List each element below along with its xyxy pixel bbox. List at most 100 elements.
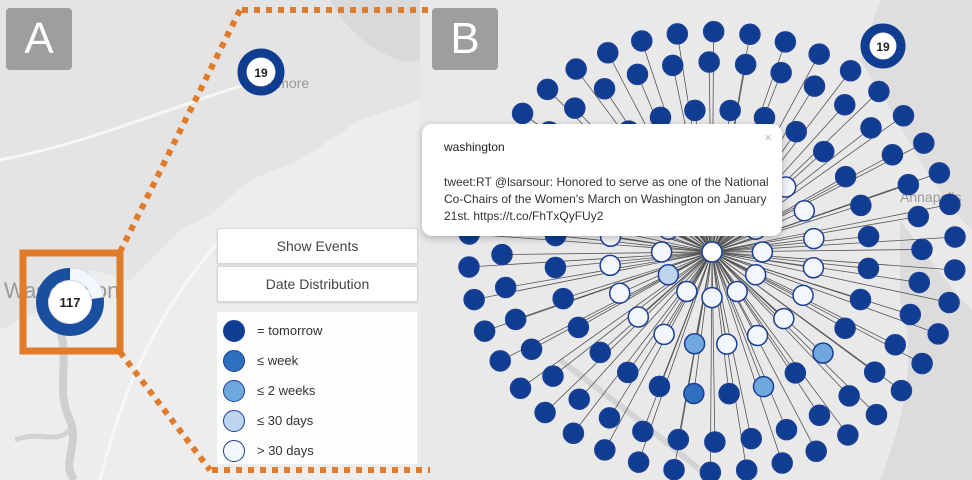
event-node[interactable] [752,375,775,398]
event-node[interactable] [857,225,880,248]
event-node[interactable] [857,257,880,280]
event-node[interactable] [504,308,527,331]
event-node[interactable] [718,382,740,405]
event-node[interactable] [719,99,741,122]
event-node[interactable] [463,288,485,311]
event-node[interactable] [597,42,619,64]
event-node[interactable] [567,316,590,339]
event-node[interactable] [839,59,862,82]
event-node[interactable] [892,105,915,127]
event-node[interactable] [594,439,616,461]
close-icon[interactable]: × [764,130,772,145]
event-node[interactable] [771,452,793,474]
event-node[interactable] [881,144,904,166]
event-node[interactable] [808,43,830,65]
event-node[interactable] [650,241,673,263]
event-node[interactable] [793,200,816,222]
event-node[interactable] [562,422,585,445]
event-node[interactable] [849,288,872,311]
event-node[interactable] [489,350,511,372]
event-node[interactable] [542,365,564,387]
event-node[interactable] [653,323,675,346]
event-node[interactable] [913,132,935,154]
event-node[interactable] [739,23,761,46]
event-node[interactable] [803,227,825,250]
event-node[interactable] [699,461,722,480]
event-node[interactable] [897,173,920,196]
event-node[interactable] [627,451,650,473]
event-node[interactable] [908,271,931,294]
event-node[interactable] [552,287,574,310]
event-node[interactable] [599,254,621,277]
event-node[interactable] [701,286,723,309]
event-node[interactable] [509,377,532,399]
event-node[interactable] [494,276,517,299]
event-node[interactable] [608,282,631,304]
event-node[interactable] [617,361,639,384]
event-node[interactable] [770,61,792,84]
event-node[interactable] [863,361,886,383]
event-node[interactable] [868,80,890,103]
event-node[interactable] [683,382,705,405]
event-node[interactable] [702,20,725,43]
event-node[interactable] [648,375,671,398]
event-node[interactable] [890,379,913,402]
event-node[interactable] [865,403,888,426]
event-node[interactable] [803,75,826,97]
event-node[interactable] [667,428,690,451]
event-node[interactable] [837,424,859,446]
date-distribution-button[interactable]: Date Distribution [217,266,418,302]
event-node[interactable] [704,431,726,453]
cluster-baltimore-b[interactable]: 19 [860,23,906,69]
event-node[interactable] [626,63,649,86]
event-node[interactable] [698,51,720,73]
event-node[interactable] [661,54,684,77]
event-node[interactable] [491,243,513,266]
event-node[interactable] [938,291,960,314]
event-node[interactable] [944,226,966,248]
event-node[interactable] [899,303,922,326]
event-node[interactable] [534,401,556,424]
event-node[interactable] [838,385,860,407]
network-hub-node[interactable] [701,241,723,263]
event-node[interactable] [565,58,587,80]
event-node[interactable] [808,404,831,426]
event-node[interactable] [734,53,757,76]
cluster-baltimore[interactable]: 19 [237,48,285,96]
event-node[interactable] [850,194,872,217]
event-node[interactable] [520,338,543,360]
event-node[interactable] [568,388,590,410]
event-node[interactable] [458,256,480,278]
event-node[interactable] [812,342,834,364]
event-node[interactable] [657,264,680,286]
event-node[interactable] [631,30,653,52]
event-node[interactable] [792,284,814,307]
event-node[interactable] [834,94,856,116]
event-node[interactable] [860,117,882,139]
event-node[interactable] [511,102,534,125]
event-node[interactable] [473,320,496,342]
event-node[interactable] [784,362,807,384]
event-node[interactable] [593,78,616,100]
event-node[interactable] [927,323,949,345]
event-node[interactable] [884,334,907,356]
event-node[interactable] [812,140,835,163]
event-node[interactable] [726,280,748,303]
event-node[interactable] [744,264,767,286]
event-node[interactable] [663,458,685,480]
event-node[interactable] [911,352,933,375]
event-node[interactable] [773,307,795,330]
event-node[interactable] [805,440,827,462]
event-node[interactable] [834,317,856,339]
event-node[interactable] [802,257,825,279]
show-events-button[interactable]: Show Events [217,228,418,264]
event-node[interactable] [751,241,774,263]
event-node[interactable] [939,193,961,216]
event-node[interactable] [684,99,706,122]
event-node[interactable] [907,205,930,228]
event-node[interactable] [928,162,951,184]
event-node[interactable] [598,407,621,429]
event-node[interactable] [944,259,966,281]
event-node[interactable] [666,23,689,45]
